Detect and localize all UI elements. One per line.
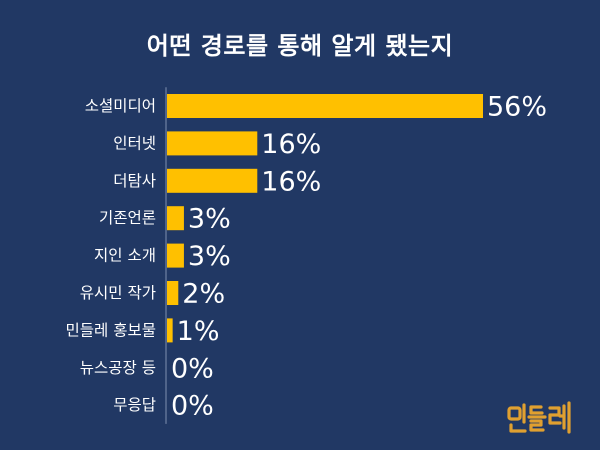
- chart-title: 어떤 경로를 통해 알게 됐는지: [146, 32, 454, 60]
- value-label: 1%: [177, 316, 220, 347]
- category-label: 인터넷: [113, 134, 156, 152]
- bar: [167, 94, 483, 118]
- value-label: 0%: [171, 391, 214, 422]
- category-label: 민들레 홍보물: [66, 321, 157, 339]
- category-label: 뉴스공장 등: [80, 359, 156, 377]
- bar: [167, 131, 258, 156]
- category-label: 기존언론: [99, 209, 156, 227]
- mindle-logo-icon: [507, 401, 571, 434]
- category-label: 무응답: [113, 396, 156, 414]
- bar: [167, 206, 184, 231]
- category-label: 더탐사: [113, 172, 156, 190]
- labels-layer: 소셜미디어 56% 인터넷 16% 더탐사 16% 기존언론 3% 지인 소개 3% 유시민 작가 2…: [66, 92, 548, 422]
- value-label: 56%: [487, 92, 547, 123]
- category-label: 소셜미디어: [85, 97, 156, 115]
- bar: [167, 281, 179, 305]
- bars-layer: [167, 94, 483, 343]
- bar: [167, 318, 173, 343]
- category-label: 지인 소개: [94, 247, 156, 265]
- value-label: 16%: [261, 166, 321, 197]
- bar: [167, 168, 258, 193]
- category-label: 유시민 작가: [80, 284, 156, 302]
- value-label: 2%: [182, 279, 225, 310]
- bar: [167, 243, 184, 268]
- value-label: 0%: [171, 353, 214, 384]
- value-label: 3%: [188, 204, 231, 235]
- value-label: 3%: [188, 241, 231, 272]
- value-label: 16%: [261, 129, 321, 160]
